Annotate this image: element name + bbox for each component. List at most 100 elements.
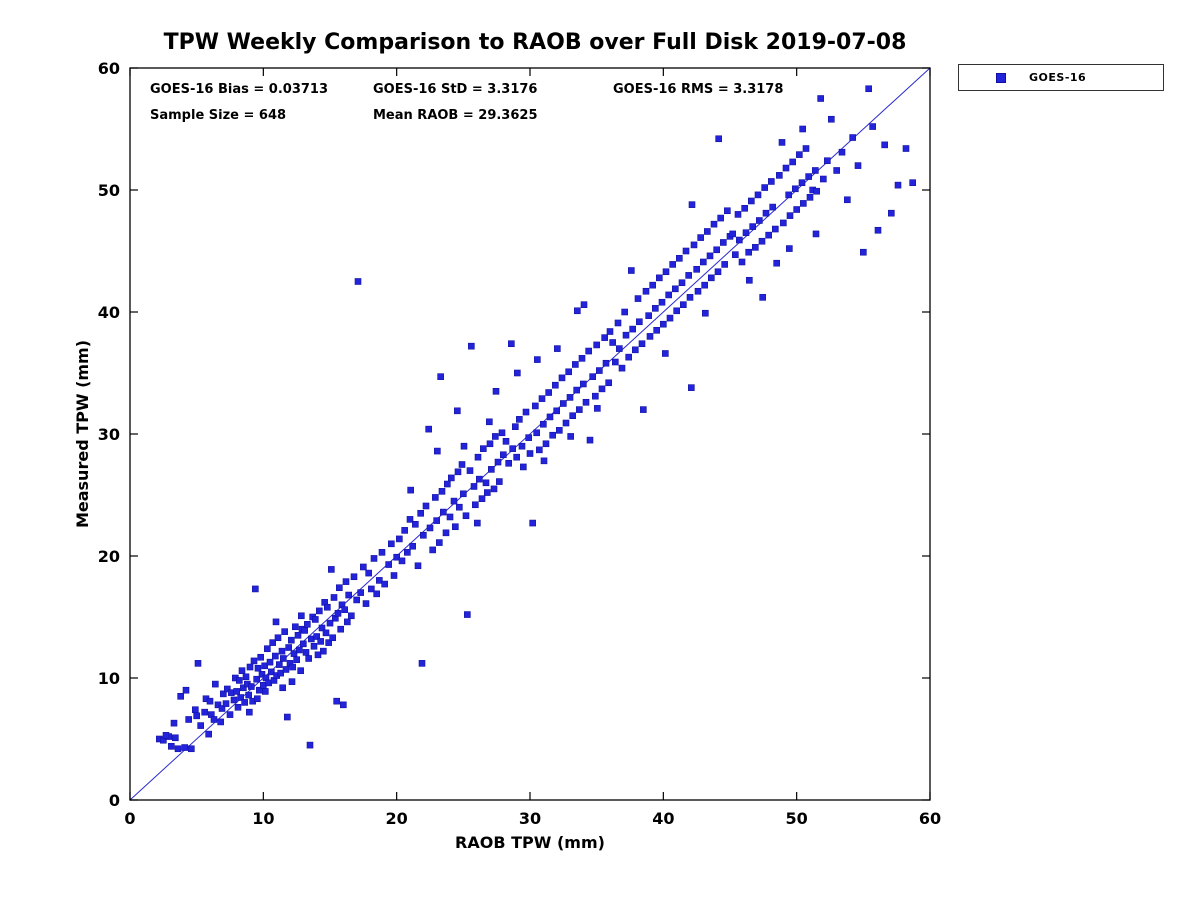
data-point [702, 309, 709, 317]
data-point [508, 340, 515, 348]
data-point [494, 458, 502, 466]
data-point [488, 466, 495, 473]
data-point [556, 427, 563, 434]
data-point [417, 509, 424, 517]
x-tick-label: 30 [519, 809, 541, 828]
data-point [240, 684, 247, 692]
data-point [330, 594, 338, 601]
data-point [769, 203, 776, 211]
data-point [170, 719, 178, 727]
data-point [324, 603, 331, 611]
x-tick-label: 10 [252, 809, 274, 828]
data-point [325, 639, 332, 646]
data-point [396, 535, 403, 543]
data-point [715, 135, 722, 143]
data-point [269, 639, 276, 646]
data-point [813, 187, 820, 195]
y-tick-label: 30 [98, 425, 120, 444]
data-point [553, 407, 560, 415]
annotation-std: GOES-16 StD = 3.3176 [373, 82, 538, 97]
data-point [636, 318, 643, 326]
data-point [214, 701, 222, 709]
data-point [340, 701, 347, 709]
x-tick-label: 40 [652, 809, 674, 828]
data-point [337, 625, 344, 633]
data-point [278, 647, 286, 655]
data-point [266, 658, 274, 666]
data-point [426, 524, 434, 532]
data-point [241, 699, 248, 706]
y-tick-label: 50 [98, 181, 120, 200]
data-point [509, 445, 516, 452]
data-point [230, 696, 238, 704]
data-point [533, 429, 540, 437]
data-point [486, 418, 493, 426]
data-point [212, 680, 219, 688]
data-point [518, 442, 526, 450]
data-point [233, 688, 240, 695]
data-point [254, 695, 261, 703]
data-point [322, 629, 330, 637]
data-point [710, 220, 718, 228]
data-point [468, 342, 475, 350]
data-point [694, 287, 702, 295]
data-point [502, 438, 510, 445]
data-point [478, 495, 486, 502]
data-point [197, 722, 204, 729]
data-point [586, 436, 594, 444]
data-point [242, 673, 250, 681]
annotation-sample-size: Sample Size = 648 [150, 108, 287, 123]
data-point [388, 540, 395, 548]
data-point [732, 251, 739, 258]
data-point [370, 555, 378, 562]
data-point [574, 307, 581, 315]
data-point [662, 350, 669, 357]
data-point [218, 705, 226, 712]
data-point [558, 374, 566, 382]
data-point [406, 516, 414, 523]
data-point [554, 345, 561, 352]
data-point [261, 662, 268, 670]
data-point [442, 529, 450, 537]
data-point [754, 191, 762, 199]
data-point [482, 479, 490, 487]
data-point [305, 655, 312, 662]
data-point [279, 684, 286, 692]
data-point [780, 219, 787, 227]
data-point [454, 407, 461, 415]
data-point [512, 423, 519, 430]
data-point [756, 217, 763, 224]
data-point [293, 656, 300, 664]
data-point [601, 334, 608, 341]
data-point [181, 744, 188, 751]
data-point [534, 356, 541, 363]
data-point [264, 645, 271, 653]
data-point [285, 644, 292, 651]
data-point [894, 181, 902, 189]
data-point [765, 231, 772, 239]
data-point [224, 685, 231, 693]
data-point [562, 419, 570, 427]
data-point [638, 340, 646, 348]
data-point [454, 468, 462, 476]
data-point [376, 577, 383, 584]
data-point [854, 162, 862, 169]
data-point [237, 694, 244, 701]
data-point [168, 743, 175, 750]
data-point [436, 539, 443, 546]
data-point [414, 562, 422, 570]
data-point [162, 732, 170, 739]
data-point [612, 358, 619, 366]
data-point [618, 364, 626, 372]
data-point [598, 385, 606, 393]
data-point [762, 209, 770, 217]
data-point [320, 647, 327, 655]
data-point [673, 307, 680, 315]
data-point [288, 636, 295, 644]
data-point [474, 519, 481, 527]
data-point [881, 141, 888, 149]
data-point [833, 167, 840, 174]
data-point [492, 433, 499, 440]
data-point [658, 298, 666, 306]
data-point [300, 640, 307, 648]
